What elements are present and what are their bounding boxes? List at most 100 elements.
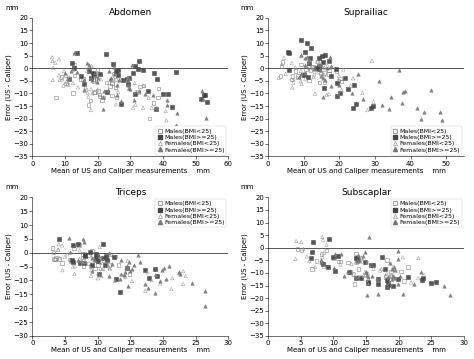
Point <box>112 254 119 260</box>
Point <box>134 89 142 95</box>
Point <box>125 86 133 92</box>
Point <box>325 264 332 270</box>
Point <box>89 255 96 261</box>
Point <box>317 62 325 68</box>
Point <box>84 94 92 100</box>
Point <box>168 104 176 109</box>
Point <box>197 96 204 102</box>
Point <box>144 269 151 275</box>
Point <box>374 281 382 287</box>
Point <box>391 267 399 273</box>
Point <box>280 55 288 61</box>
Point <box>164 98 171 103</box>
Point <box>300 246 307 252</box>
Point <box>94 262 102 268</box>
Point <box>76 260 84 265</box>
Point <box>68 60 76 66</box>
Point <box>385 279 392 285</box>
Point <box>201 288 209 294</box>
Point <box>427 87 435 93</box>
Point <box>118 271 125 276</box>
Point <box>136 83 144 89</box>
Point <box>59 267 66 273</box>
Point <box>436 109 444 115</box>
Point <box>391 265 398 270</box>
Point <box>111 77 119 83</box>
Point <box>162 276 170 282</box>
Point <box>382 273 390 279</box>
Point <box>297 68 305 74</box>
Point <box>275 75 283 81</box>
Point <box>278 61 285 67</box>
Point <box>384 274 392 280</box>
Point <box>70 50 78 56</box>
Point <box>81 239 88 245</box>
Point <box>131 63 138 69</box>
Point <box>307 45 315 50</box>
Point <box>99 266 106 272</box>
Point <box>111 85 119 90</box>
Point <box>365 234 373 240</box>
Point <box>94 271 102 276</box>
Point <box>140 83 147 89</box>
Point <box>82 259 89 265</box>
Point <box>92 73 100 79</box>
Point <box>117 99 125 104</box>
Point <box>128 267 136 272</box>
Point <box>95 253 103 259</box>
Point <box>355 257 362 263</box>
Point <box>55 237 63 242</box>
Point <box>122 78 129 83</box>
Point <box>82 84 89 90</box>
Point <box>347 261 355 267</box>
Point <box>317 71 325 76</box>
Point <box>361 259 369 265</box>
Point <box>85 68 93 74</box>
Point <box>353 257 360 263</box>
Point <box>89 76 97 82</box>
Point <box>100 255 107 261</box>
Point <box>301 70 309 75</box>
Point <box>384 280 392 286</box>
Point <box>167 286 175 292</box>
Point <box>364 260 372 265</box>
Point <box>420 272 428 278</box>
Point <box>117 257 125 263</box>
Point <box>362 272 369 278</box>
Point <box>149 92 157 98</box>
Point <box>358 90 366 96</box>
Point <box>126 271 134 277</box>
Point <box>332 269 339 274</box>
Point <box>118 101 125 107</box>
Point <box>335 91 343 97</box>
Legend: Males(BMI<25), Males(BMI>=25), Females(BMI<25), Females(BMI>=25): Males(BMI<25), Males(BMI>=25), Females(B… <box>391 199 462 227</box>
Point <box>87 107 95 113</box>
Point <box>94 67 101 73</box>
Point <box>297 62 305 67</box>
Point <box>122 264 130 270</box>
Point <box>149 100 157 106</box>
Point <box>88 262 96 267</box>
Point <box>404 274 412 280</box>
Point <box>358 258 366 264</box>
Point <box>325 91 333 97</box>
Point <box>172 137 179 143</box>
Point <box>359 97 367 102</box>
Point <box>303 253 310 259</box>
Point <box>277 64 285 70</box>
Point <box>92 251 100 257</box>
Point <box>355 274 363 280</box>
Y-axis label: Error (US - Caliper): Error (US - Caliper) <box>241 54 248 120</box>
Point <box>70 259 77 265</box>
Point <box>61 254 69 260</box>
Point <box>106 83 114 89</box>
Point <box>317 73 325 79</box>
Point <box>337 90 344 96</box>
Y-axis label: Error (US - Caliper): Error (US - Caliper) <box>6 234 12 299</box>
Point <box>132 102 139 107</box>
Point <box>124 258 131 264</box>
Point <box>368 273 376 279</box>
Point <box>52 60 59 65</box>
Point <box>319 75 327 81</box>
Point <box>383 270 390 276</box>
